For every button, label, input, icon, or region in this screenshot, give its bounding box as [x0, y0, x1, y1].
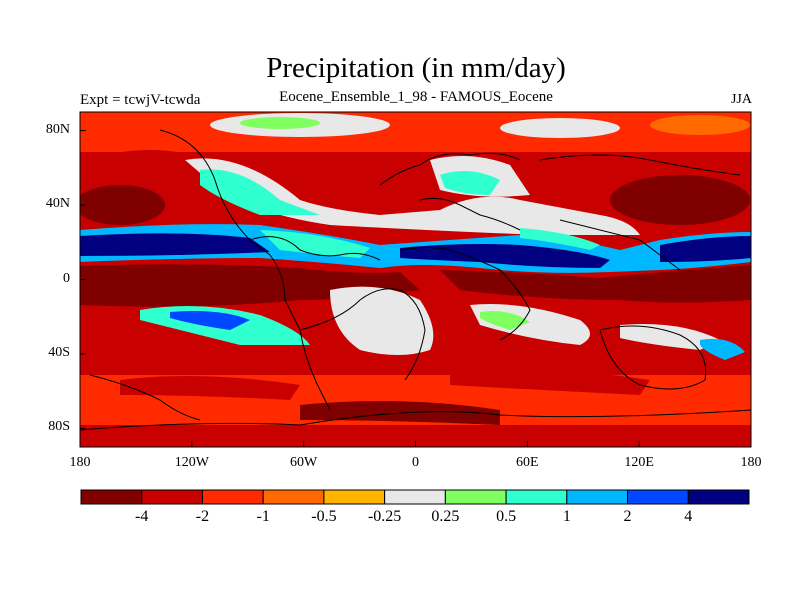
y-tick-label: 80N [45, 121, 70, 137]
x-tick-label: 180 [69, 455, 91, 470]
colorbar-swatch [505, 489, 568, 505]
colorbar-swatch [262, 489, 325, 505]
colorbar-label: -1 [256, 508, 270, 525]
colorbar-label: 1 [562, 508, 571, 525]
colorbar-swatch [201, 489, 264, 505]
colorbar-label: -2 [195, 508, 210, 525]
colorbar-label: 2 [623, 508, 632, 525]
colorbar-swatch [627, 489, 689, 505]
y-tick-label: 40S [48, 344, 70, 360]
tick-marks [79, 130, 752, 447]
coastlines [80, 129, 751, 431]
colorbar-label: 4 [684, 508, 693, 525]
y-tick-label: 80S [48, 419, 70, 435]
y-tick-label: 40N [45, 196, 70, 212]
colorbar-swatch [566, 489, 629, 505]
colorbar-label: 0.5 [496, 508, 517, 525]
x-tick-label: 180 [740, 455, 762, 470]
x-tick-label: 60E [516, 455, 539, 470]
x-tick-label: 0 [412, 455, 419, 470]
x-tick-label: 60W [290, 455, 318, 470]
colorbar-swatch [323, 489, 386, 505]
colorbar-swatch [444, 489, 507, 505]
precip-field [80, 112, 751, 447]
colorbar-swatch [80, 489, 143, 505]
experiment-label: Expt = tcwjV-tcwda [80, 92, 201, 108]
x-tick-label: 120E [624, 455, 654, 470]
season-label: JJA [730, 92, 752, 107]
x-tick-label: 120W [174, 455, 209, 470]
colorbar-label: 0.25 [431, 508, 460, 525]
colorbar-label: -0.5 [311, 508, 337, 525]
colorbar-swatch [384, 489, 446, 505]
colorbar-swatch [687, 489, 750, 505]
ensemble-label: Eocene_Ensemble_1_98 - FAMOUS_Eocene [279, 89, 553, 105]
colorbar-swatch [141, 489, 203, 505]
colorbar-label: -4 [135, 508, 149, 525]
chart-title: Precipitation (in mm/day) [266, 52, 566, 84]
colorbar [80, 489, 750, 505]
colorbar-label: -0.25 [367, 508, 402, 525]
y-tick-label: 0 [63, 270, 70, 286]
